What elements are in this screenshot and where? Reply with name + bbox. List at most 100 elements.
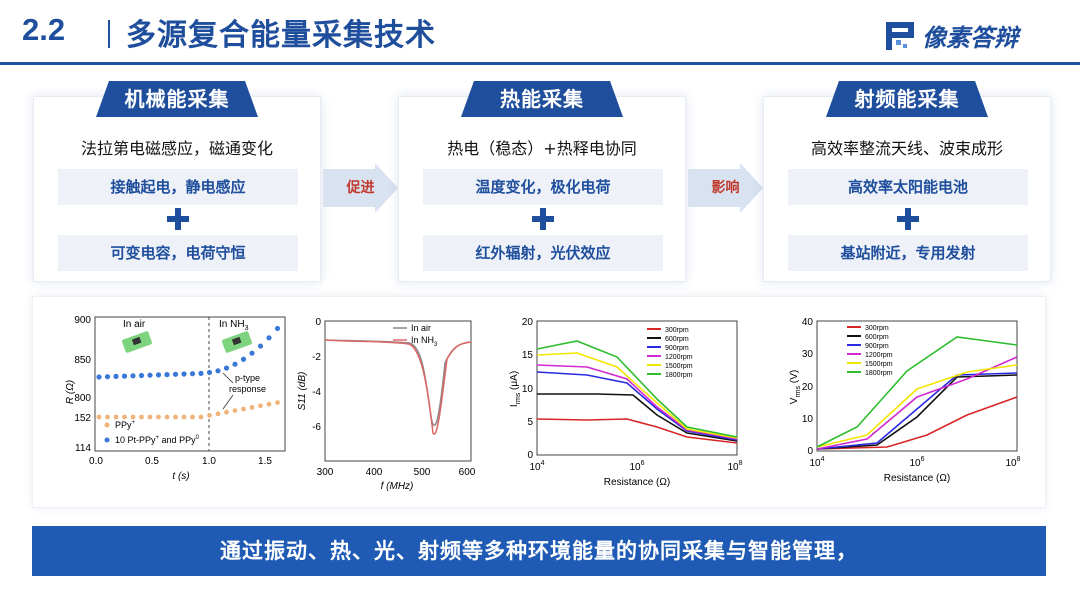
card-mechanical: 机械能采集 法拉第电磁感应，磁通变化 接触起电，静电感应 可变电容，电荷守恒 xyxy=(33,81,321,282)
x-tick: 10 xyxy=(809,458,821,469)
data-point xyxy=(113,414,119,420)
series-ppy xyxy=(96,400,280,420)
legend-pt-ppy: 10 Pt-PPy xyxy=(115,435,156,445)
y-tick: 0 xyxy=(315,317,321,328)
data-point xyxy=(206,369,213,376)
legend-label: 600rpm xyxy=(865,334,889,341)
x-tick: 1.5 xyxy=(258,456,272,467)
data-point xyxy=(172,371,179,377)
data-point xyxy=(121,373,128,379)
x-tick: 10 xyxy=(727,462,739,473)
arrow-label: 促进 xyxy=(346,180,375,196)
x-axis-label: t (s) xyxy=(172,471,189,482)
y-axis-label: I xyxy=(509,404,520,407)
y-tick: 800 xyxy=(74,393,91,404)
legend-label: 1500rpm xyxy=(865,361,893,368)
card-item-2: 红外辐射，光伏效应 xyxy=(423,235,663,271)
arrow-label: 影响 xyxy=(711,180,740,196)
data-point xyxy=(241,406,246,412)
y-tick: -6 xyxy=(312,422,321,433)
legend-label: 900rpm xyxy=(665,345,689,352)
svg-text:PPy+: PPy+ xyxy=(115,420,136,430)
x-tick: 10 xyxy=(1005,458,1017,469)
y-tick: 20 xyxy=(522,317,534,328)
data-point xyxy=(147,372,153,378)
data-point xyxy=(223,365,230,371)
legend-label: 1200rpm xyxy=(865,352,893,359)
data-point xyxy=(104,374,111,380)
legend-label: 1500rpm xyxy=(665,363,693,370)
annotation-p-type: p-type xyxy=(235,373,260,383)
y-tick: 40 xyxy=(802,317,814,328)
data-point xyxy=(224,409,229,415)
legend-label: 900rpm xyxy=(865,343,889,350)
y-tick: 10 xyxy=(802,414,814,425)
series-line-1500rpm xyxy=(816,364,1018,448)
card-subtitle: 法拉第电磁感应，磁通变化 xyxy=(80,139,273,158)
data-point xyxy=(232,408,238,413)
y-tick: 850 xyxy=(74,355,91,366)
data-point xyxy=(198,414,204,420)
series-line-1800rpm xyxy=(536,340,738,438)
card-subtitle: 热电（稳态）+热释电协同 xyxy=(447,139,637,158)
data-point xyxy=(147,414,153,420)
series-in-nh3 xyxy=(324,339,472,435)
svg-text:10 Pt-PPy+ and PPy0: 10 Pt-PPy+ and PPy0 xyxy=(115,435,200,445)
x-tick: 1.0 xyxy=(202,456,216,467)
header-rule xyxy=(0,62,1080,65)
x-tick: 300 xyxy=(317,467,334,478)
figure-s11: In air In NH3 0 -2 -4 -6 300 400 500 600… xyxy=(297,317,476,492)
y-tick: 20 xyxy=(802,382,814,393)
figure-panel: In air In NH3 p-type response 900 850 80… xyxy=(32,296,1046,508)
svg-text:106: 106 xyxy=(909,456,924,469)
data-point xyxy=(266,401,272,407)
y-tick: 30 xyxy=(802,349,814,360)
series-line-300rpm xyxy=(816,396,1018,450)
series-pt-ppy xyxy=(96,325,281,380)
series-line-600rpm xyxy=(537,393,738,442)
legend-ppy: PPy xyxy=(115,420,132,430)
data-point xyxy=(155,372,162,378)
annotation-response: response xyxy=(229,384,266,394)
data-point xyxy=(266,335,272,341)
data-point xyxy=(96,414,102,420)
svg-text:In NH3: In NH3 xyxy=(219,319,249,332)
data-point xyxy=(130,373,136,379)
y-axis-label: S11 (dB) xyxy=(297,372,308,411)
chart-legend: 300rpm 600rpm 900rpm 1200rpm 1500rpm 1800rpm xyxy=(647,327,693,379)
legend-label: 1200rpm xyxy=(665,354,693,361)
svg-text:104: 104 xyxy=(809,456,824,469)
card-item-1: 温度变化，极化电荷 xyxy=(423,169,663,205)
legend-label: 1800rpm xyxy=(665,372,693,379)
data-point xyxy=(189,371,196,377)
card-rf: 射频能采集 高效率整流天线、波束成形 高效率太阳能电池 基站附近，专用发射 xyxy=(763,81,1051,282)
data-point xyxy=(105,414,110,420)
arrow-influence: 影响 xyxy=(688,163,763,213)
card-tab-title: 热能采集 xyxy=(461,81,623,117)
x-axis-label: Resistance (Ω) xyxy=(604,477,670,488)
data-point xyxy=(96,374,102,380)
y-tick: 114 xyxy=(75,443,91,454)
logo-text: 像素答辩 xyxy=(922,24,1018,52)
title-divider xyxy=(108,20,110,48)
legend-in-air: In air xyxy=(411,323,431,333)
series-lines xyxy=(536,340,738,444)
data-point xyxy=(274,325,281,332)
data-point xyxy=(138,372,145,379)
series-line-900rpm xyxy=(536,371,738,441)
svg-text:104: 104 xyxy=(529,460,544,473)
data-point xyxy=(122,414,127,420)
svg-text:108: 108 xyxy=(727,460,742,473)
series-line-1800rpm xyxy=(816,336,1018,448)
card-item-2: 基站附近，专用发射 xyxy=(788,235,1028,271)
right-arrow-icon xyxy=(688,163,763,213)
card-tab-title: 机械能采集 xyxy=(96,81,258,117)
data-point xyxy=(156,414,161,420)
summary-banner: 通过振动、热、光、射频等多种环境能量的协同采集与智能管理， xyxy=(32,526,1046,576)
y-tick: 5 xyxy=(527,417,533,428)
data-point xyxy=(215,411,221,417)
brand-logo: 像素答辩 xyxy=(884,18,1018,53)
y-tick: 10 xyxy=(522,384,534,395)
plus-icon xyxy=(167,208,189,230)
plus-icon xyxy=(532,208,554,230)
